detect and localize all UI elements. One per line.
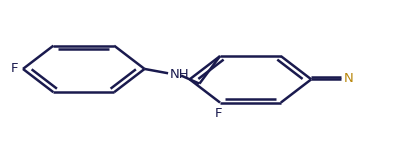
Text: F: F	[214, 107, 222, 120]
Text: N: N	[344, 72, 354, 85]
Text: NH: NH	[170, 68, 190, 81]
Text: F: F	[11, 62, 18, 75]
